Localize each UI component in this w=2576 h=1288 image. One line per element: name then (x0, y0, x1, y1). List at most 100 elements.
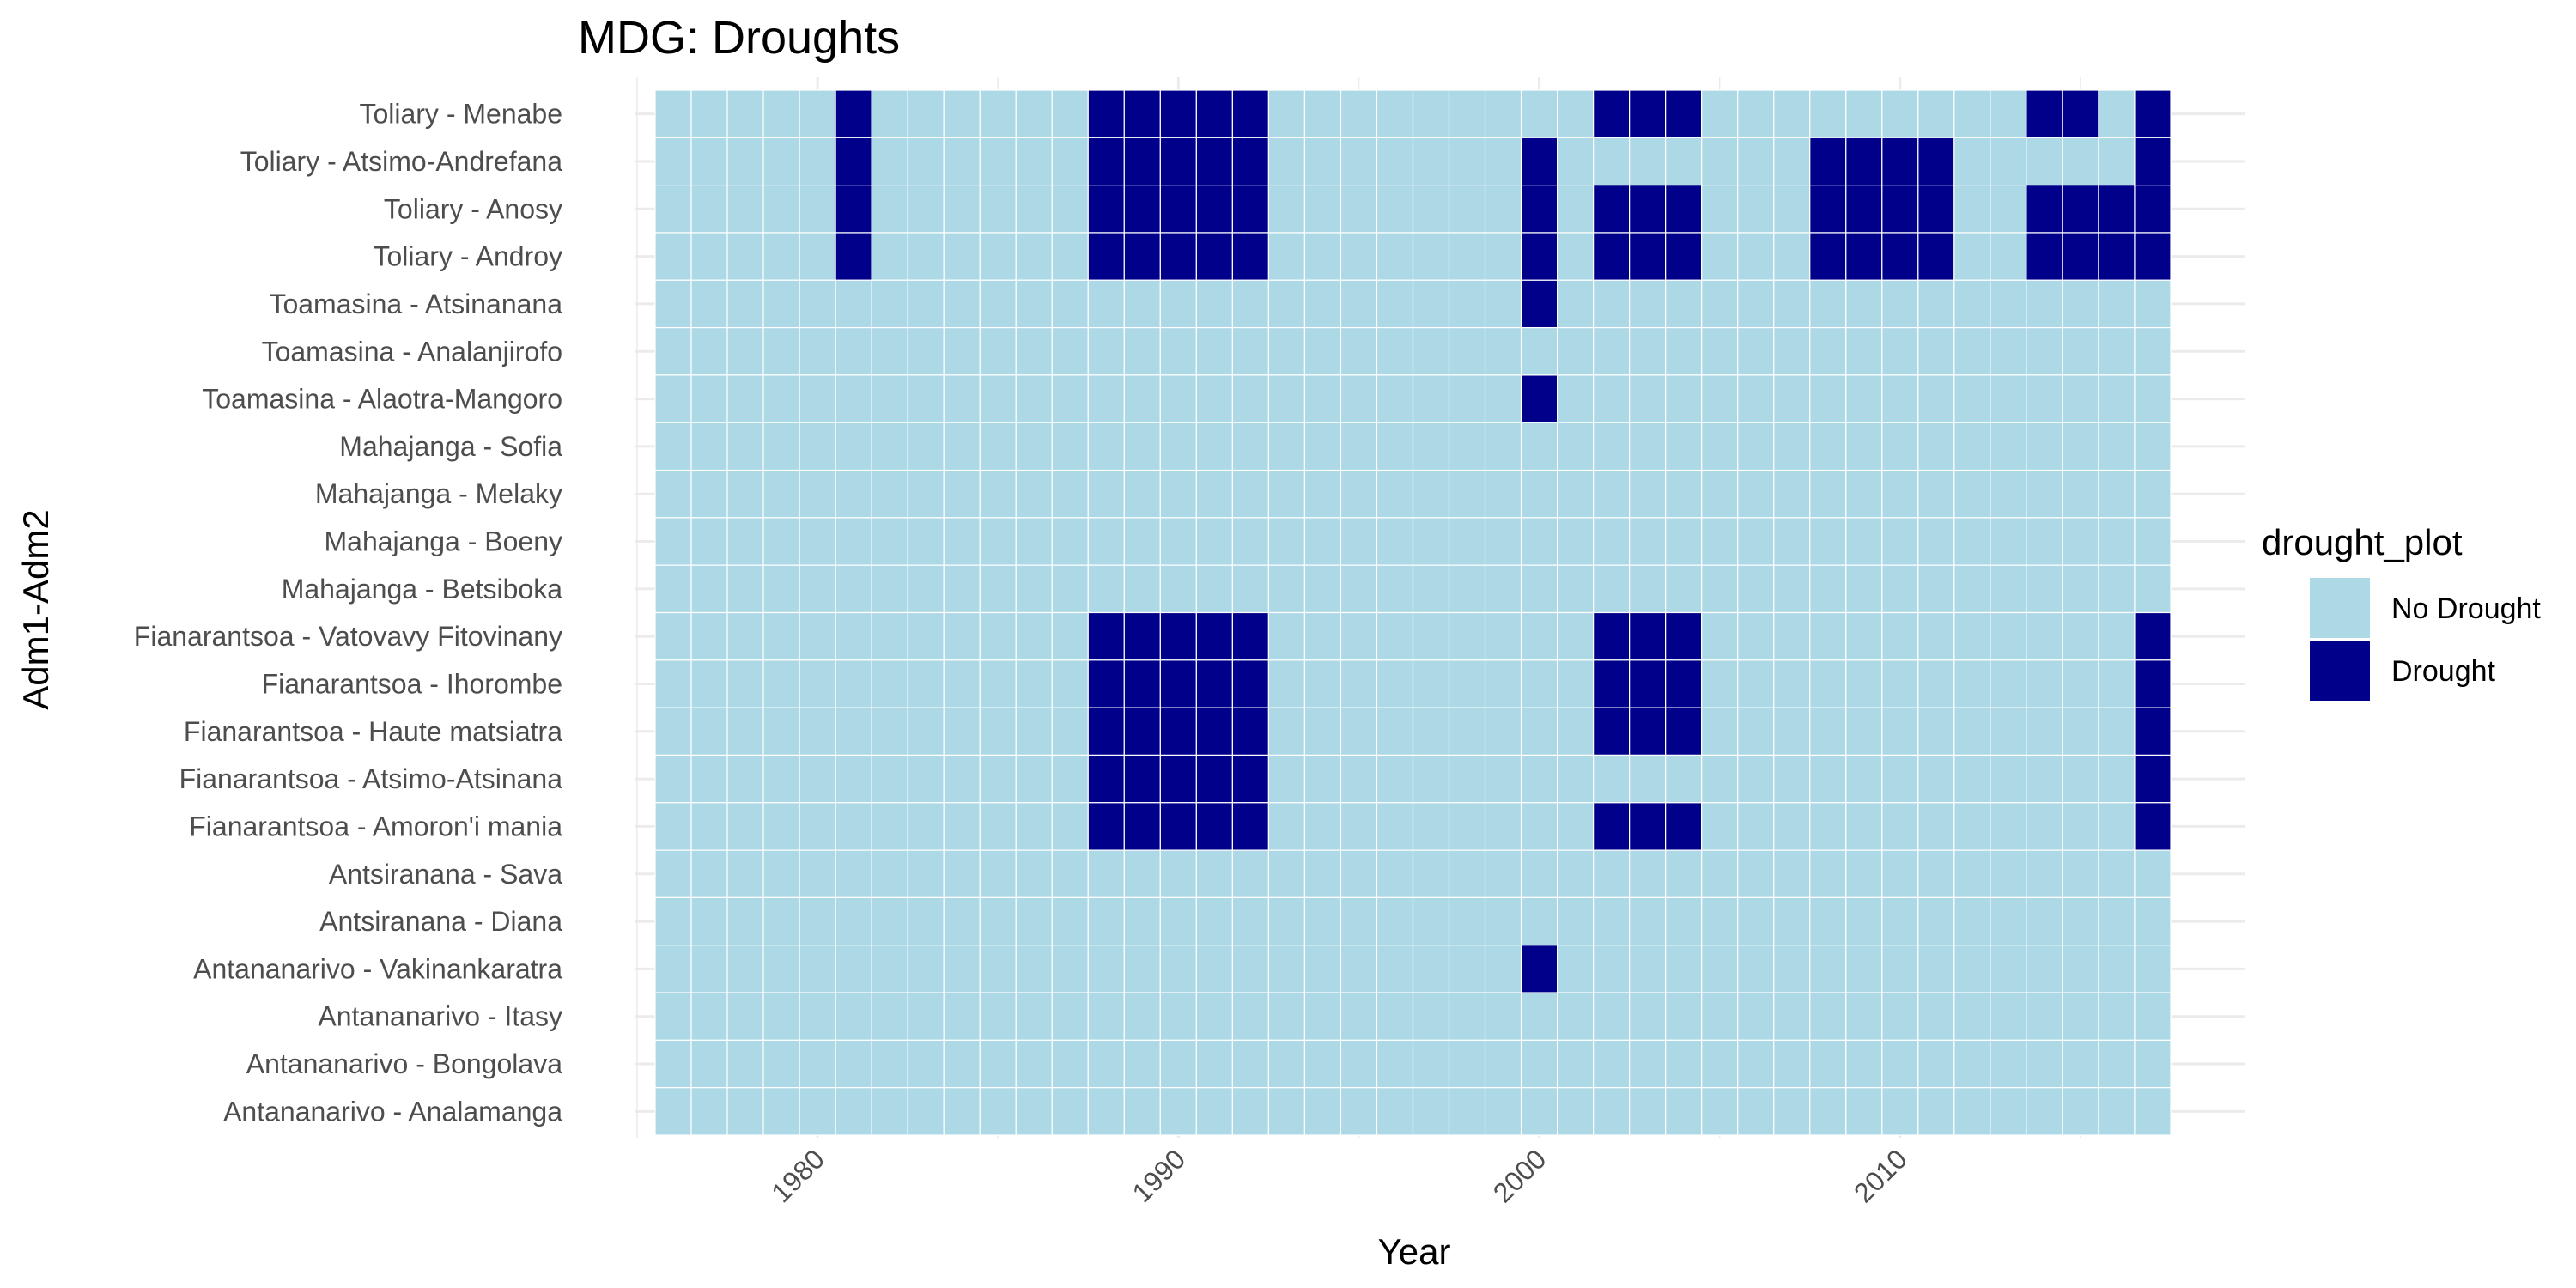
y-tick-label: Fianarantsoa - Ihorombe (262, 668, 562, 699)
no-drought-cell (1159, 422, 1197, 471)
no-drought-cell (979, 232, 1017, 281)
no-drought-cell (1665, 849, 1703, 899)
no-drought-cell (1015, 1039, 1053, 1089)
no-drought-cell (1556, 469, 1595, 519)
no-drought-cell (1629, 896, 1667, 946)
no-drought-cell (799, 564, 836, 614)
no-drought-cell (1917, 279, 1955, 329)
y-tick-label: Mahajanga - Sofia (339, 431, 562, 462)
no-drought-cell (1051, 849, 1089, 899)
no-drought-cell (1267, 422, 1306, 471)
no-drought-cell (1484, 992, 1522, 1041)
no-drought-cell (1051, 374, 1089, 423)
no-drought-cell (871, 659, 908, 708)
no-drought-cell (1917, 326, 1955, 376)
no-drought-cell (1990, 1087, 2027, 1136)
no-drought-cell (1773, 422, 1811, 471)
no-drought-cell (1593, 849, 1631, 899)
no-drought-cell (2026, 659, 2063, 708)
no-drought-cell (2026, 896, 2063, 946)
no-drought-cell (1809, 945, 1847, 993)
no-drought-cell (1809, 896, 1847, 946)
no-drought-cell (1520, 896, 1558, 946)
no-drought-cell (1773, 137, 1811, 186)
no-drought-cell (1665, 896, 1703, 946)
no-drought-cell (943, 707, 981, 756)
no-drought-cell (871, 896, 908, 946)
no-drought-cell (726, 374, 764, 423)
no-drought-cell (1665, 326, 1703, 376)
no-drought-cell (979, 326, 1017, 376)
no-drought-cell (1917, 1087, 1955, 1136)
no-drought-cell (1809, 611, 1847, 661)
no-drought-cell (799, 945, 836, 993)
no-drought-cell (2098, 754, 2136, 804)
no-drought-cell (799, 849, 836, 899)
no-drought-cell (1015, 517, 1053, 566)
no-drought-cell (1520, 707, 1558, 756)
no-drought-cell (762, 279, 800, 329)
no-drought-cell (1665, 279, 1703, 329)
no-drought-cell (654, 232, 692, 281)
no-drought-cell (979, 659, 1017, 708)
no-drought-cell (1231, 1039, 1270, 1089)
no-drought-cell (1376, 279, 1414, 329)
no-drought-cell (1412, 137, 1450, 186)
x-tick-label: 2000 (1487, 1143, 1552, 1208)
no-drought-cell (1376, 422, 1414, 471)
legend: drought_plot No Drought Drought (2262, 522, 2541, 701)
no-drought-cell (762, 945, 800, 993)
no-drought-cell (2026, 1087, 2063, 1136)
no-drought-cell (1340, 564, 1378, 614)
drought-cell (1195, 802, 1233, 851)
no-drought-cell (1159, 849, 1197, 899)
drought-cell (2134, 707, 2172, 756)
no-drought-cell (1809, 279, 1847, 329)
no-drought-cell (1917, 517, 1955, 566)
no-drought-cell (871, 1039, 908, 1089)
no-drought-cell (1231, 1087, 1270, 1136)
drought-cell (1629, 707, 1667, 756)
no-drought-cell (726, 137, 764, 186)
drought-cell (1629, 659, 1667, 708)
no-drought-cell (1015, 137, 1053, 186)
no-drought-cell (1267, 1087, 1306, 1136)
no-drought-cell (762, 754, 800, 804)
no-drought-cell (690, 1087, 728, 1136)
no-drought-cell (979, 611, 1017, 661)
no-drought-cell (1340, 1039, 1378, 1089)
no-drought-cell (1051, 185, 1089, 234)
no-drought-cell (871, 374, 908, 423)
drought-cell (1087, 707, 1125, 756)
no-drought-cell (1773, 659, 1811, 708)
y-tick-label: Toliary - Menabe (359, 99, 562, 130)
drought-cell (1087, 232, 1125, 281)
no-drought-cell (654, 1087, 692, 1136)
no-drought-cell (871, 326, 908, 376)
no-drought-cell (1087, 326, 1125, 376)
no-drought-cell (1376, 1087, 1414, 1136)
no-drought-cell (726, 232, 764, 281)
no-drought-cell (762, 137, 800, 186)
no-drought-cell (690, 659, 728, 708)
no-drought-cell (1629, 422, 1667, 471)
no-drought-cell (1701, 422, 1739, 471)
no-drought-cell (654, 422, 692, 471)
no-drought-cell (1917, 802, 1955, 851)
no-drought-cell (2062, 517, 2099, 566)
no-drought-cell (1593, 374, 1631, 423)
no-drought-cell (1376, 326, 1414, 376)
no-drought-cell (871, 232, 908, 281)
no-drought-cell (1340, 992, 1378, 1041)
no-drought-cell (1881, 896, 1919, 946)
no-drought-cell (1737, 1039, 1775, 1089)
no-drought-cell (762, 802, 800, 851)
no-drought-cell (654, 326, 692, 376)
drought-cell (1520, 945, 1558, 993)
no-drought-cell (2134, 374, 2172, 423)
no-drought-cell (2026, 469, 2063, 519)
no-drought-cell (1953, 469, 1991, 519)
no-drought-cell (1990, 1039, 2027, 1089)
drought-cell (2098, 232, 2136, 281)
no-drought-cell (979, 1087, 1017, 1136)
